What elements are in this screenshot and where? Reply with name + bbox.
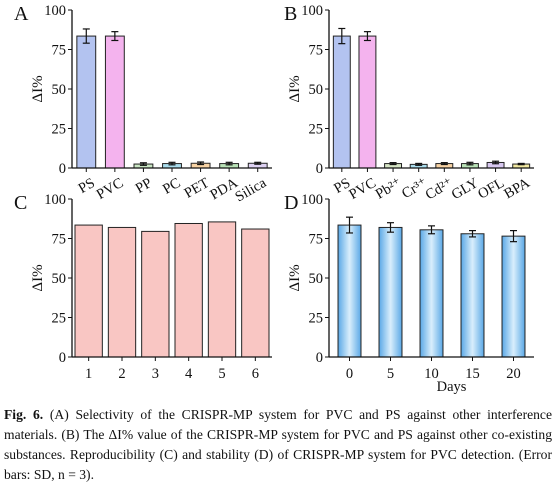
panel-c-x-tick-label: 6	[252, 366, 259, 382]
panel-c-y-tick-label: 25	[52, 311, 67, 327]
panel-c-bar	[241, 228, 270, 358]
panel-d-letter: D	[284, 192, 298, 214]
panel-c-bar	[207, 221, 237, 358]
panel-c-y-tick-label: 100	[44, 192, 66, 208]
panel-c-letter: C	[14, 192, 27, 214]
panel-d-y-tick-label: 25	[309, 311, 324, 327]
panel-c-x-tick-label: 4	[185, 366, 193, 382]
panel-d-y-tick-label: 100	[301, 192, 323, 208]
panel-b-bar	[358, 35, 377, 169]
panel-d-x-tick-label: 5	[387, 366, 394, 382]
panel-c-bar	[107, 226, 137, 358]
panel-b-x-tick-label: BPA	[501, 175, 533, 203]
panel-a-y-tick-label: 50	[52, 82, 67, 98]
panel-a-y-tick-label: 0	[59, 161, 66, 177]
panel-c-y-tick-label: 75	[52, 232, 67, 248]
panel-c-x-tick-label: 5	[218, 366, 225, 382]
panel-a-x-tick-label: PC	[160, 175, 183, 198]
panel-c-x-tick-label: 1	[85, 366, 92, 382]
panel-d-bar	[501, 235, 526, 358]
panel-d-y-tick-label: 75	[309, 232, 324, 248]
panel-a-x-tick-label: Silica	[233, 175, 270, 206]
panel-a-letter: A	[14, 3, 29, 25]
panel-d-y-tick-label: 50	[309, 271, 324, 287]
panel-b-y-label: ΔI%	[287, 75, 303, 102]
panel-d-stability-chart: D 0 5 10 15 20 0 25 50 75 100 ΔI% Days	[284, 192, 534, 395]
panel-d-y-label: ΔI%	[287, 264, 303, 291]
panel-c-y-label: ΔI%	[30, 264, 46, 291]
panel-d-x-tick-label: 10	[424, 366, 439, 382]
panel-a-bar	[104, 35, 125, 169]
panel-b-bar	[332, 35, 351, 169]
panel-c-y-tick-label: 50	[52, 271, 67, 287]
panel-c-x-tick-label: 2	[118, 366, 125, 382]
panel-d-x-tick-label: 0	[346, 366, 353, 382]
panel-b-y-tick-label: 100	[301, 3, 323, 19]
panel-a-y-tick-label: 25	[52, 122, 67, 138]
caption-text: (A) Selectivity of the CRISPR-MP system …	[4, 407, 553, 482]
panel-b-y-tick-label: 0	[316, 161, 323, 177]
panel-b-y-tick-label: 50	[309, 82, 324, 98]
panel-b-x-tick-label: PS	[331, 175, 353, 197]
caption-label: Fig. 6.	[4, 407, 44, 422]
panel-a-bar	[76, 35, 97, 169]
panel-d-bar	[378, 226, 403, 358]
panel-c-bar	[74, 224, 103, 358]
panel-c-x-tick-label: 3	[152, 366, 159, 382]
panel-a-y-tick-label: 75	[52, 43, 67, 59]
panel-d-bar	[337, 224, 362, 358]
panel-c-y-tick-label: 0	[59, 350, 66, 366]
panel-d-bar	[419, 229, 444, 358]
panel-d-x-tick-label: 15	[465, 366, 480, 382]
panel-c-bar	[141, 230, 170, 358]
panel-d-y-tick-label: 0	[316, 350, 323, 366]
panel-c-bar	[174, 222, 203, 358]
figure-caption: Fig. 6. (A) Selectivity of the CRISPR-MP…	[4, 405, 552, 485]
panel-c-reproducibility-chart: C 1 2 3 4 5 6 0 25 50 75 100 ΔI%	[14, 192, 272, 382]
panel-b-y-tick-label: 75	[309, 43, 324, 59]
panel-a-y-tick-label: 100	[44, 3, 66, 19]
panel-d-x-label: Days	[437, 379, 467, 395]
panel-d-bar	[460, 233, 485, 358]
panel-a-x-tick-label: PP	[133, 175, 155, 197]
panel-a-x-tick-label: PS	[76, 175, 98, 197]
panel-d-x-tick-label: 20	[506, 366, 521, 382]
panel-a-y-label: ΔI%	[30, 75, 46, 102]
panel-b-letter: B	[284, 3, 297, 25]
panel-b-y-tick-label: 25	[309, 122, 324, 138]
panel-a-x-tick-label: PVC	[94, 175, 126, 203]
